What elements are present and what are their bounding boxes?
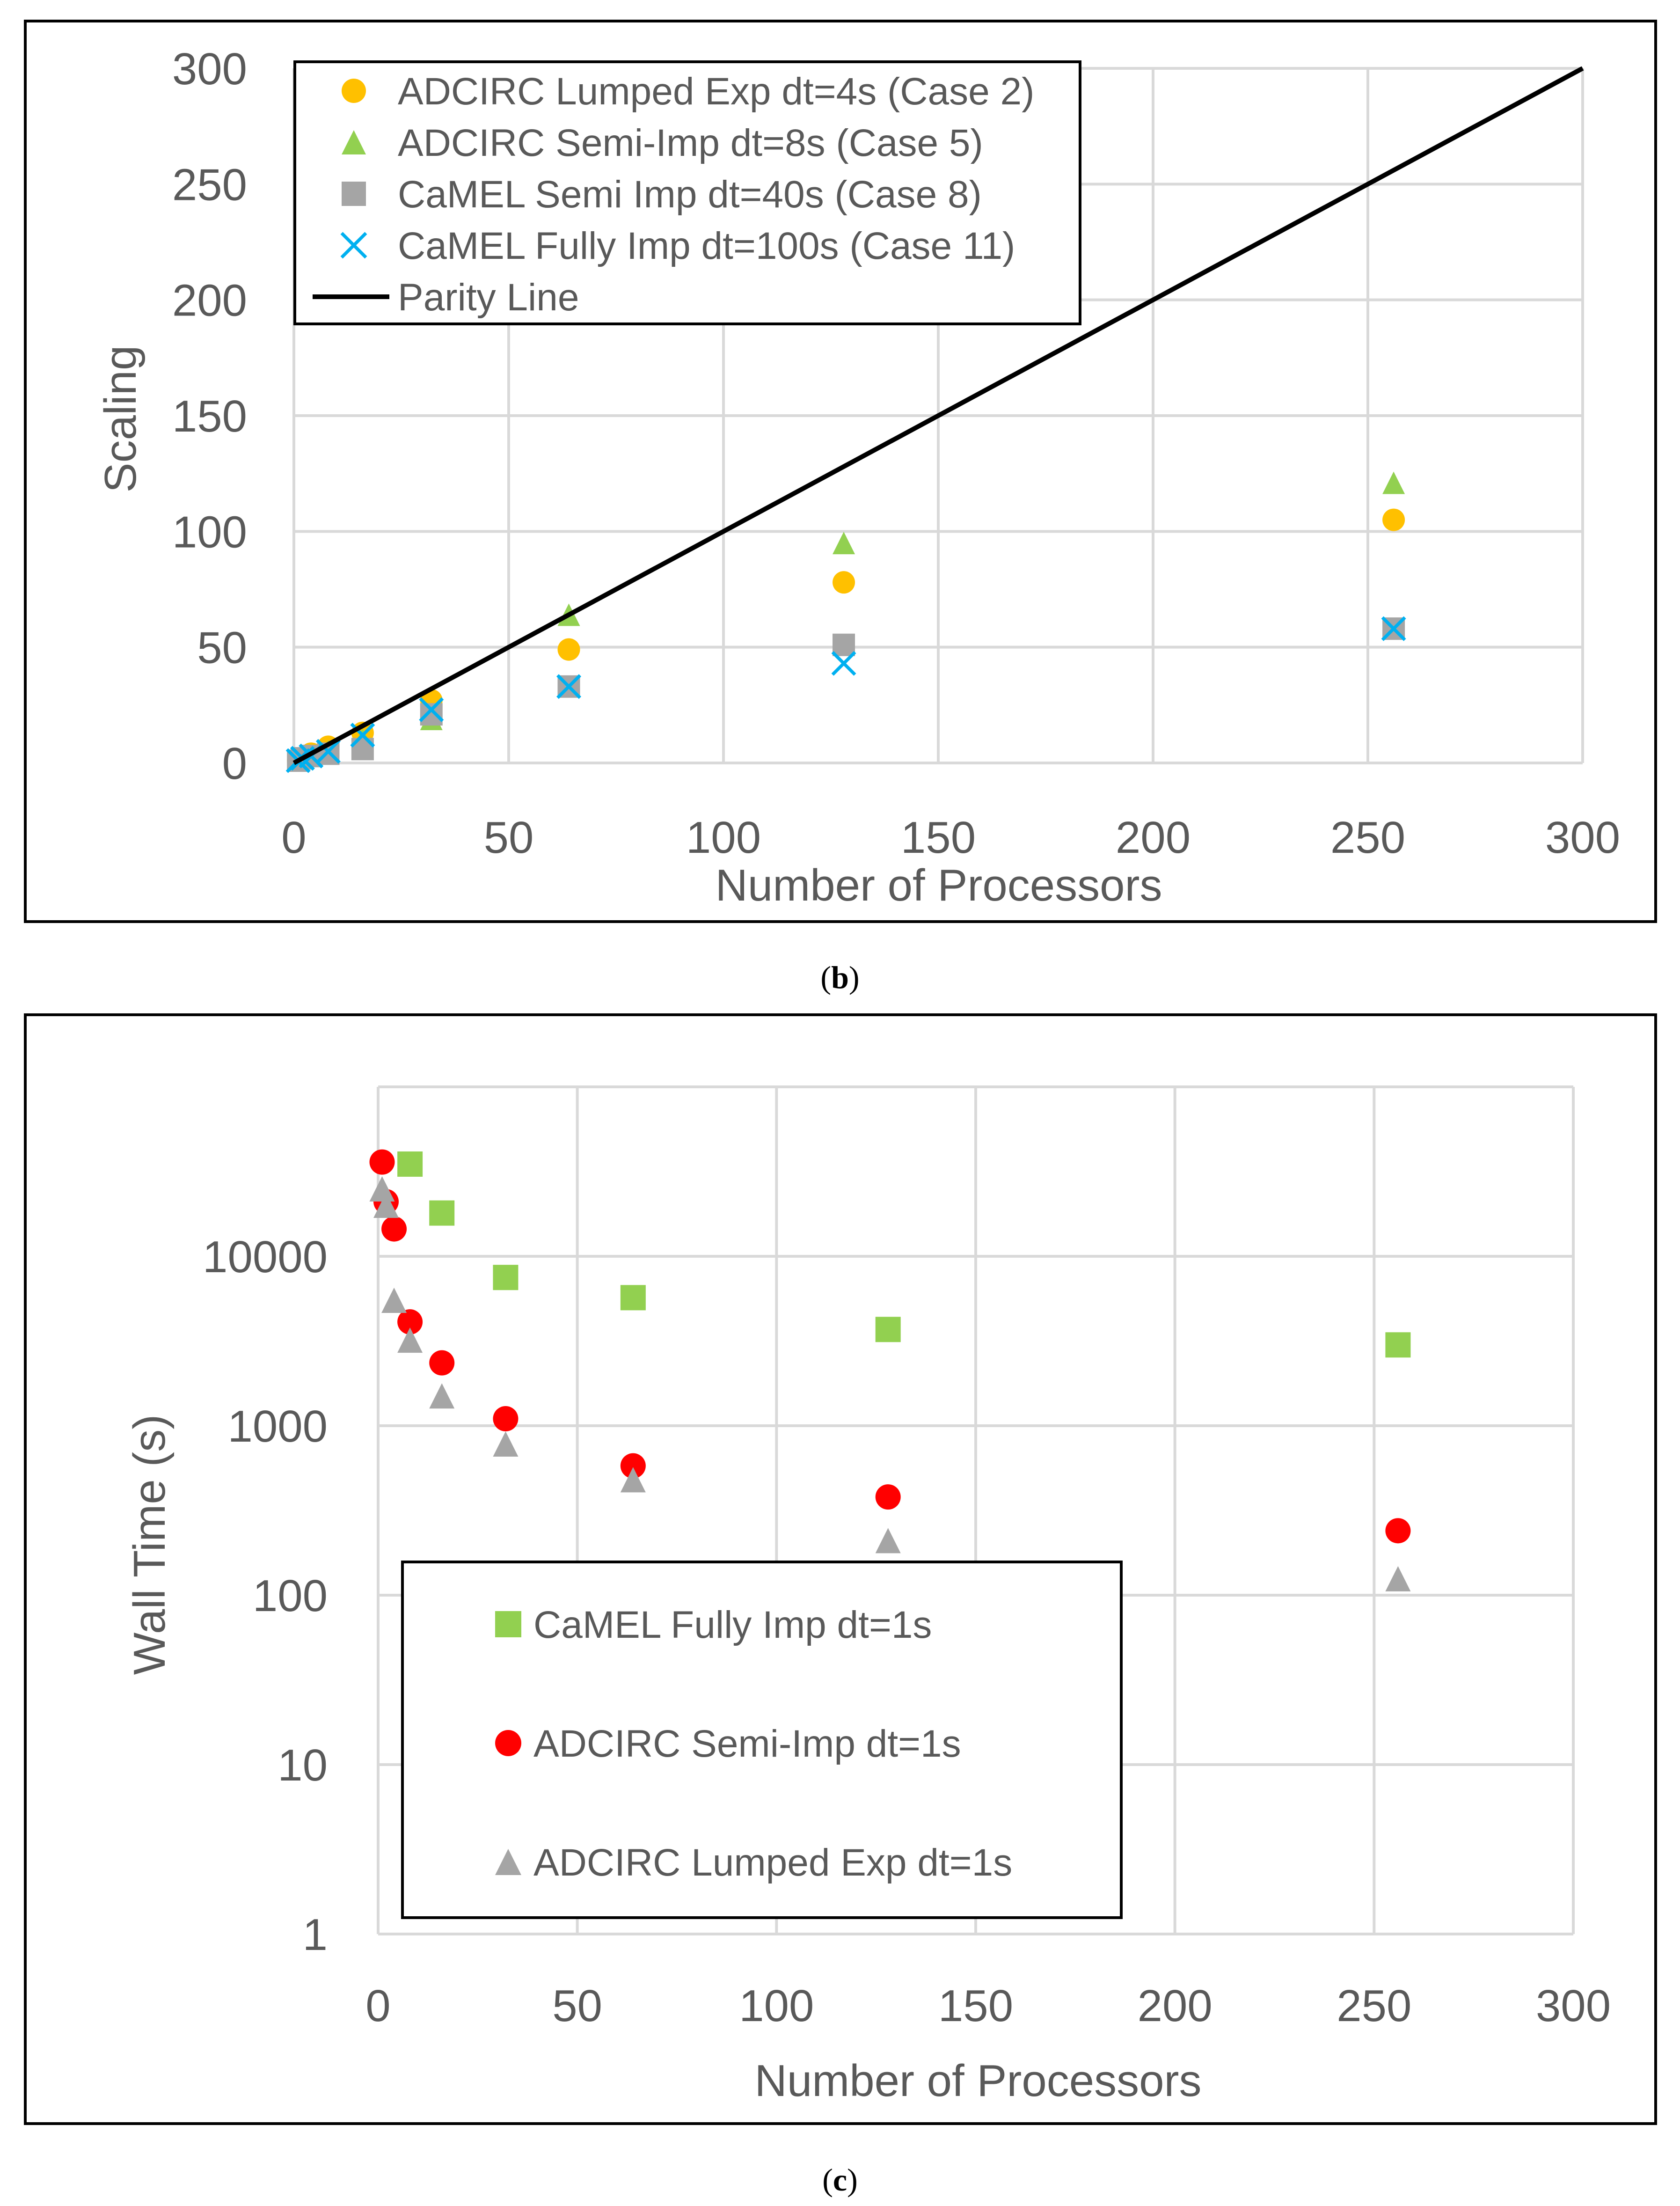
chart-c-series-2-point — [397, 1327, 423, 1353]
chart-c-series-1-point — [369, 1149, 395, 1175]
chart-c-caption: (c) — [822, 2162, 858, 2198]
chart-c-series-2-point — [875, 1528, 901, 1554]
chart-b-series-1-point — [833, 532, 855, 555]
chart-b-series-3-point — [315, 739, 341, 764]
chart-c-series-0-point — [397, 1151, 423, 1177]
chart-c-series-1-point — [1385, 1518, 1411, 1544]
chart-c-x-tick-label: 250 — [1337, 1981, 1411, 2031]
chart-b-y-tick-label: 50 — [197, 623, 247, 673]
chart-b-legend-box — [293, 60, 1081, 325]
chart-b-x-axis-title: Number of Processors — [716, 860, 1162, 910]
chart-b-series-0-point — [833, 571, 855, 594]
chart-b-x-tick-label: 0 — [281, 813, 306, 863]
chart-c-y-tick-label: 100 — [253, 1571, 328, 1621]
chart-b-y-tick-label: 100 — [172, 507, 247, 557]
chart-b-series-3-point — [1381, 616, 1406, 641]
chart-b-ticks: 0 50 100 150 200 250 300 0 50 100 150 200 250 300 — [172, 44, 1620, 863]
chart-c-series-2-point — [1385, 1566, 1411, 1591]
chart-b-y-tick-label: 300 — [172, 44, 247, 94]
chart-c-x-tick-label: 100 — [739, 1981, 814, 2031]
chart-c-series-2-point — [493, 1431, 519, 1457]
chart-b-y-tick-label: 250 — [172, 160, 247, 210]
chart-c-series-1-point — [397, 1309, 423, 1335]
chart-b-series-2-point — [420, 703, 443, 726]
chart-b-series-0-point — [1382, 508, 1405, 531]
chart-b-y-tick-label: 150 — [172, 391, 247, 441]
chart-c-series-0-point — [620, 1285, 646, 1311]
chart-c-wall-time: 0 50 100 150 200 250 300 1 10 100 1000 10000 Number… — [24, 1013, 1657, 2198]
chart-b-scaling: 0 50 100 150 200 250 300 0 50 100 150 200 250 300 Num… — [24, 20, 1657, 995]
chart-b-series-3-point — [831, 651, 856, 676]
chart-b-marks — [285, 66, 1584, 773]
chart-c-series-1-point — [429, 1350, 455, 1376]
chart-b-series-3-point — [556, 674, 581, 699]
chart-b-parity-line — [292, 66, 1584, 765]
chart-b-caption-label: b — [831, 960, 849, 995]
chart-c-legend-label-0: CaMEL Fully Imp dt=1s — [533, 1604, 932, 1646]
chart-c-legend-swatch-1 — [495, 1730, 521, 1756]
chart-b-legend-label-2: CaMEL Semi Imp dt=40s (Case 8) — [398, 173, 982, 216]
chart-c-legend: CaMEL Fully Imp dt=1s ADCIRC Semi-Imp dt=… — [401, 1561, 1123, 1919]
chart-c-legend-label-1: ADCIRC Semi-Imp dt=1s — [533, 1722, 961, 1765]
chart-c-series-0-point — [493, 1265, 519, 1290]
chart-b-x-tick-label: 300 — [1545, 813, 1620, 863]
chart-c-legend-label-2: ADCIRC Lumped Exp dt=1s — [533, 1841, 1012, 1884]
chart-b-x-tick-label: 250 — [1330, 813, 1405, 863]
chart-b-legend: ADCIRC Lumped Exp dt=4s (Case 2) ADCIRC S… — [293, 60, 1081, 325]
chart-c-series-0-point — [1385, 1332, 1411, 1358]
chart-b-legend-label-1: ADCIRC Semi-Imp dt=8s (Case 5) — [398, 122, 983, 164]
chart-c-x-tick-label: 150 — [938, 1981, 1013, 2031]
chart-c-series-2-point — [429, 1383, 455, 1409]
chart-b-series-2-point — [833, 633, 855, 656]
chart-c-series-1-point — [493, 1406, 519, 1432]
chart-b-legend-label-0: ADCIRC Lumped Exp dt=4s (Case 2) — [398, 70, 1034, 113]
chart-c-series-2-point — [620, 1467, 646, 1493]
chart-c-series-1-point — [620, 1453, 646, 1479]
chart-c-x-tick-label: 200 — [1138, 1981, 1213, 2031]
chart-c-y-tick-label: 10000 — [203, 1232, 328, 1282]
chart-b-x-tick-label: 150 — [901, 813, 976, 863]
chart-b-legend-label-3: CaMEL Fully Imp dt=100s (Case 11) — [398, 225, 1015, 267]
chart-b-legend-swatch-1 — [342, 130, 366, 154]
chart-c-ticks: 0 50 100 150 200 250 300 1 10 100 1000 10000 — [203, 1232, 1611, 2031]
chart-b-legend-swatch-2 — [342, 182, 366, 206]
chart-b-series-1-point — [1382, 471, 1405, 494]
chart-c-caption-label: c — [833, 2162, 847, 2198]
chart-b-x-tick-label: 100 — [686, 813, 761, 863]
chart-c-series-0-point — [429, 1200, 455, 1226]
chart-c-marks — [369, 1149, 1411, 1591]
chart-b-y-tick-label: 0 — [222, 739, 247, 789]
chart-b-y-tick-label: 200 — [172, 276, 247, 326]
chart-c-series-2-point — [369, 1176, 395, 1202]
chart-b-x-tick-label: 200 — [1116, 813, 1191, 863]
chart-c-y-axis-title: Wall Time (s) — [124, 1414, 175, 1675]
chart-c-x-axis-title: Number of Processors — [755, 2056, 1202, 2106]
chart-b-y-axis-title: Scaling — [95, 345, 146, 493]
chart-c-legend-swatch-2 — [495, 1849, 521, 1875]
chart-b-x-tick-label: 50 — [484, 813, 534, 863]
chart-b-series-0-point — [557, 638, 580, 661]
chart-b-caption: (b) — [820, 960, 859, 995]
chart-b-series-3-point — [419, 697, 444, 722]
chart-c-x-tick-label: 50 — [552, 1981, 602, 2031]
chart-c-series-2-point — [381, 1287, 407, 1313]
chart-c-series-1-point — [381, 1216, 407, 1242]
chart-c-series-2-point — [373, 1193, 399, 1218]
chart-c-x-tick-label: 0 — [365, 1981, 390, 2031]
chart-c-legend-box — [401, 1561, 1123, 1919]
chart-c-legend-swatch-0 — [495, 1611, 521, 1637]
chart-c-y-tick-label: 1 — [303, 1910, 328, 1960]
chart-b-legend-label-4: Parity Line — [398, 276, 579, 319]
chart-c-y-tick-label: 10 — [278, 1740, 328, 1790]
chart-b-legend-swatch-3 — [340, 232, 367, 259]
chart-b-legend-swatch-0 — [342, 79, 366, 103]
chart-c-y-tick-label: 1000 — [227, 1401, 328, 1451]
chart-c-x-tick-label: 300 — [1536, 1981, 1611, 2031]
chart-c-series-0-point — [875, 1317, 901, 1342]
chart-c-series-1-point — [875, 1484, 901, 1510]
